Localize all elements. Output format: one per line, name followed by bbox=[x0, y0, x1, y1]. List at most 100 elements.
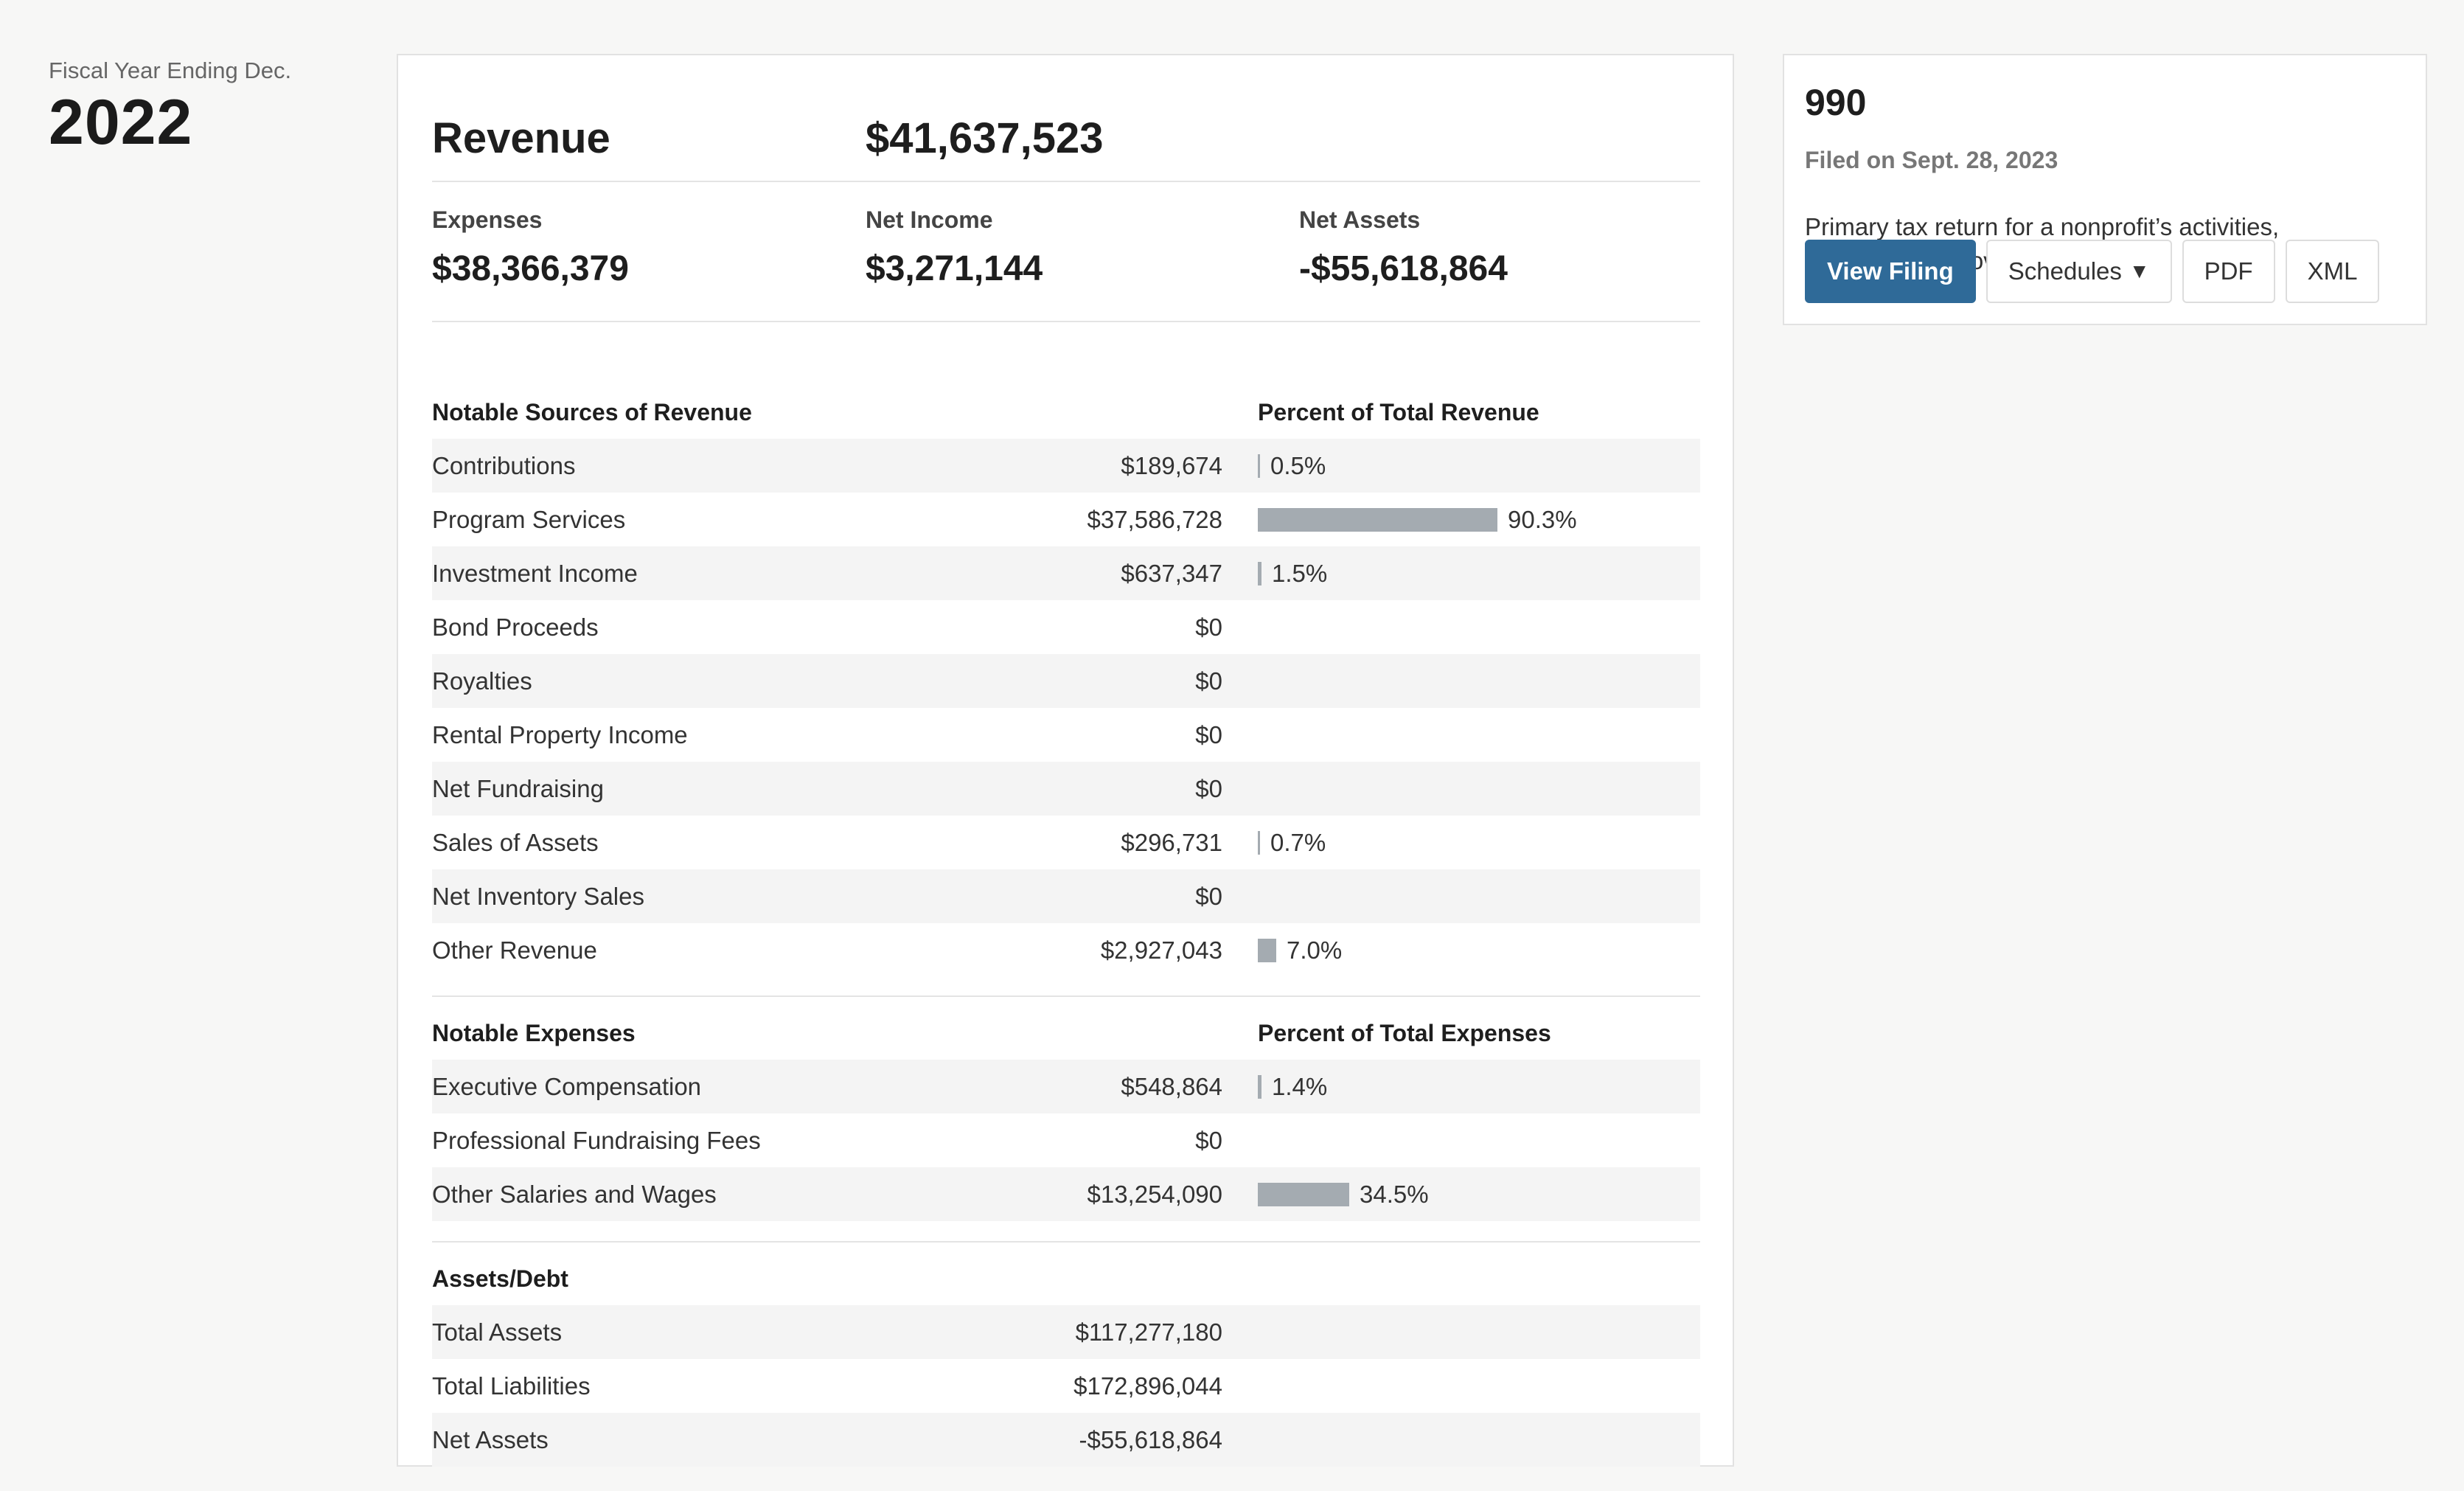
table-row: Rental Property Income $0 bbox=[432, 708, 1700, 762]
percent-bar-group: 0.7% bbox=[1258, 816, 1326, 869]
net-income-value: $3,271,144 bbox=[866, 249, 1043, 288]
row-amount: $296,731 bbox=[1121, 829, 1222, 856]
table-row: Other Salaries and Wages $13,254,090 34.5% bbox=[432, 1167, 1700, 1221]
percent-bar-group: 34.5% bbox=[1258, 1167, 1429, 1221]
row-label: Other Revenue bbox=[432, 936, 597, 964]
table-row: Net Assets -$55,618,864 bbox=[432, 1413, 1700, 1467]
percent-bar bbox=[1258, 938, 1276, 962]
expenses-table: Executive Compensation $548,864 1.4% Profes… bbox=[432, 1060, 1700, 1221]
xml-button[interactable]: XML bbox=[2285, 240, 2380, 303]
revenue-label: Revenue bbox=[432, 114, 610, 162]
percent-bar-group: 90.3% bbox=[1258, 493, 1577, 546]
schedules-dropdown-button[interactable]: Schedules ▼ bbox=[1986, 240, 2172, 303]
assets-debt-header: Assets/Debt bbox=[432, 1252, 1700, 1305]
table-row: Net Fundraising $0 bbox=[432, 762, 1700, 816]
row-label: Bond Proceeds bbox=[432, 614, 599, 641]
table-row: Net Inventory Sales $0 bbox=[432, 869, 1700, 923]
percent-value: 34.5% bbox=[1360, 1181, 1429, 1208]
fiscal-year-block: Fiscal Year Ending Dec. 2022 bbox=[49, 56, 358, 159]
revenue-value: $41,637,523 bbox=[866, 114, 1104, 162]
row-label: Investment Income bbox=[432, 560, 638, 587]
divider bbox=[432, 995, 1700, 997]
revenue-sources-header: Notable Sources of Revenue Percent of To… bbox=[432, 386, 1700, 439]
table-row: Other Revenue $2,927,043 7.0% bbox=[432, 923, 1700, 977]
table-row: Contributions $189,674 0.5% bbox=[432, 439, 1700, 493]
row-label: Sales of Assets bbox=[432, 829, 599, 856]
row-amount: $189,674 bbox=[1121, 452, 1222, 479]
net-assets-stat: Net Assets -$55,618,864 bbox=[1299, 203, 1712, 296]
schedules-label: Schedules bbox=[2008, 257, 2122, 285]
row-amount: $0 bbox=[1195, 721, 1222, 748]
filing-card: 990 Filed on Sept. 28, 2023 Primary tax … bbox=[1783, 54, 2427, 325]
row-amount: $117,277,180 bbox=[1075, 1318, 1222, 1346]
row-amount: $548,864 bbox=[1121, 1073, 1222, 1100]
table-row: Executive Compensation $548,864 1.4% bbox=[432, 1060, 1700, 1113]
table-row: Royalties $0 bbox=[432, 654, 1700, 708]
table-row: Total Liabilities $172,896,044 bbox=[432, 1359, 1700, 1413]
expenses-pct-header: Percent of Total Expenses bbox=[1258, 1020, 1551, 1046]
row-amount: $13,254,090 bbox=[1087, 1181, 1222, 1208]
table-row: Bond Proceeds $0 bbox=[432, 600, 1700, 654]
table-row: Program Services $37,586,728 90.3% bbox=[432, 493, 1700, 546]
row-amount: $2,927,043 bbox=[1100, 936, 1222, 964]
row-label: Net Inventory Sales bbox=[432, 883, 644, 910]
row-amount: -$55,618,864 bbox=[1079, 1426, 1222, 1453]
row-label: Contributions bbox=[432, 452, 576, 479]
expenses-stat: Expenses $38,366,379 bbox=[432, 203, 845, 296]
net-assets-label: Net Assets bbox=[1299, 206, 1421, 233]
percent-bar bbox=[1258, 1182, 1349, 1206]
row-label: Total Assets bbox=[432, 1318, 563, 1346]
row-amount: $0 bbox=[1195, 614, 1222, 641]
expenses-title: Notable Expenses bbox=[432, 1020, 636, 1046]
row-label: Professional Fundraising Fees bbox=[432, 1127, 761, 1154]
row-amount: $0 bbox=[1195, 883, 1222, 910]
revenue-sources-table: Contributions $189,674 0.5% Program Service… bbox=[432, 439, 1700, 977]
row-amount: $37,586,728 bbox=[1087, 506, 1222, 533]
expenses-label: Expenses bbox=[432, 206, 543, 233]
divider bbox=[432, 1241, 1700, 1242]
percent-bar-group: 7.0% bbox=[1258, 923, 1342, 977]
filed-date: Filed on Sept. 28, 2023 bbox=[1805, 147, 2058, 173]
divider bbox=[432, 321, 1700, 322]
percent-bar bbox=[1258, 561, 1261, 585]
row-label: Total Liabilities bbox=[432, 1372, 591, 1400]
assets-debt-table: Total Assets $117,277,180 Total Liabilitie… bbox=[432, 1305, 1700, 1467]
net-income-stat: Net Income $3,271,144 bbox=[866, 203, 1278, 296]
percent-value: 1.5% bbox=[1272, 560, 1328, 587]
row-label: Other Salaries and Wages bbox=[432, 1181, 717, 1208]
row-label: Executive Compensation bbox=[432, 1073, 702, 1100]
row-label: Rental Property Income bbox=[432, 721, 688, 748]
view-filing-button[interactable]: View Filing bbox=[1805, 240, 1976, 303]
financial-summary-card: Revenue $41,637,523 Expenses $38,366,379… bbox=[397, 54, 1734, 1467]
percent-bar-group: 1.4% bbox=[1258, 1060, 1327, 1113]
expenses-header: Notable Expenses Percent of Total Expens… bbox=[432, 1007, 1700, 1060]
percent-bar-group: 1.5% bbox=[1258, 546, 1327, 600]
divider bbox=[432, 181, 1700, 182]
fiscal-year: 2022 bbox=[49, 87, 193, 158]
caret-down-icon: ▼ bbox=[2129, 260, 2150, 282]
row-label: Royalties bbox=[432, 667, 532, 695]
percent-bar bbox=[1258, 830, 1260, 855]
row-amount: $637,347 bbox=[1121, 560, 1222, 587]
percent-bar bbox=[1258, 1074, 1261, 1099]
assets-debt-title: Assets/Debt bbox=[432, 1265, 568, 1292]
percent-bar-group: 0.5% bbox=[1258, 439, 1326, 493]
revenue-row: Revenue $41,637,523 bbox=[432, 98, 1700, 179]
table-row: Investment Income $637,347 1.5% bbox=[432, 546, 1700, 600]
fiscal-year-label: Fiscal Year Ending Dec. bbox=[49, 58, 292, 83]
row-amount: $0 bbox=[1195, 775, 1222, 802]
revenue-sources-title: Notable Sources of Revenue bbox=[432, 399, 752, 425]
row-label: Program Services bbox=[432, 506, 626, 533]
filing-buttons: View Filing Schedules ▼ PDF XML bbox=[1805, 240, 2380, 303]
table-row: Professional Fundraising Fees $0 bbox=[432, 1113, 1700, 1167]
percent-bar bbox=[1258, 507, 1497, 532]
row-amount: $0 bbox=[1195, 667, 1222, 695]
net-income-label: Net Income bbox=[866, 206, 993, 233]
row-label: Net Assets bbox=[432, 1426, 549, 1453]
revenue-pct-header: Percent of Total Revenue bbox=[1258, 399, 1539, 425]
pdf-button[interactable]: PDF bbox=[2182, 240, 2275, 303]
row-amount: $172,896,044 bbox=[1073, 1372, 1222, 1400]
row-amount: $0 bbox=[1195, 1127, 1222, 1154]
percent-bar bbox=[1258, 453, 1260, 478]
percent-value: 90.3% bbox=[1508, 506, 1577, 533]
